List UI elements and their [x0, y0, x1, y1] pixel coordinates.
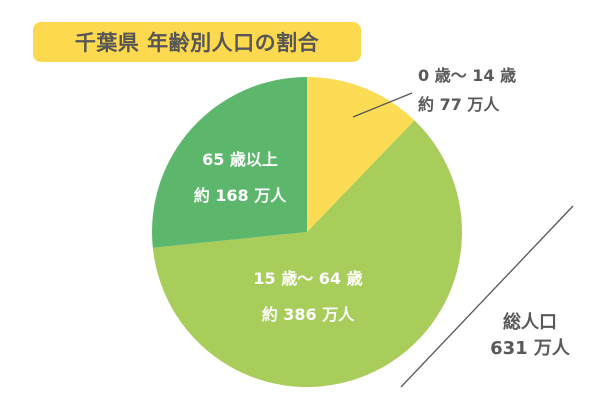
total-population: 総人口 631 万人 [482, 310, 578, 362]
label-65-plus-range: 65 歳以上 [202, 150, 278, 169]
total-divider-line [400, 205, 574, 388]
total-label: 総人口 [503, 312, 557, 333]
slice-15-64 [152, 120, 462, 388]
leader-line-0-14 [352, 92, 413, 118]
total-value: 631 万人 [490, 338, 570, 359]
label-15-64-value: 約 386 万人 [261, 305, 355, 324]
slice-65-plus [152, 77, 307, 248]
label-15-64-range: 15 歳～ 64 歳 [253, 269, 363, 288]
label-0-14-value: 約 77 万人 [418, 95, 500, 114]
label-65-plus-value: 約 168 万人 [193, 186, 287, 205]
slice-0-14 [307, 77, 415, 232]
chart-title: 千葉県 年齢別人口の割合 [33, 22, 361, 62]
label-0-14-range: 0 歳～ 14 歳 [418, 66, 517, 85]
